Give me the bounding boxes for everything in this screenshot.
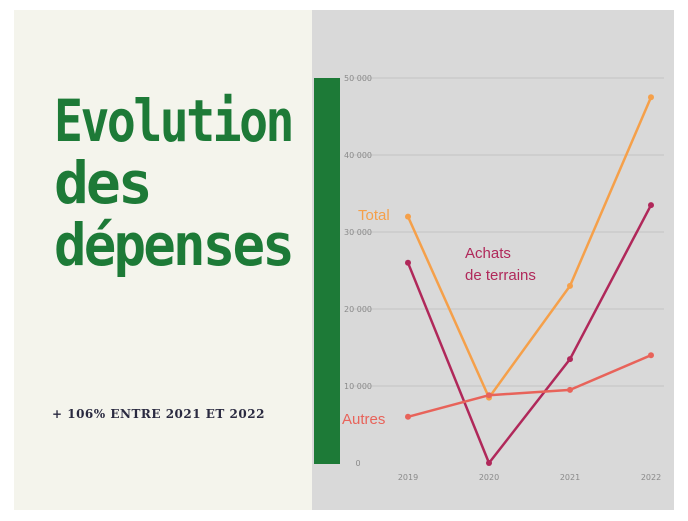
- y-tick-label: 10 000: [344, 382, 372, 391]
- x-tick-label: 2019: [398, 473, 418, 482]
- y-tick-label: 30 000: [344, 228, 372, 237]
- title-line-2: des: [54, 149, 153, 217]
- data-point: [567, 282, 573, 289]
- infographic-card: Evolution des dépenses + 106% ENTRE 2021…: [14, 10, 674, 510]
- data-point: [405, 413, 411, 420]
- series-label: Total: [358, 207, 390, 224]
- y-tick-label: 50 000: [344, 74, 372, 83]
- x-tick-label: 2020: [479, 473, 499, 482]
- data-point: [486, 392, 492, 399]
- data-point: [648, 94, 654, 101]
- series-label: Autres: [342, 411, 385, 428]
- data-point: [648, 202, 654, 209]
- series-line-total: [406, 96, 653, 399]
- x-tick-label: 2022: [641, 473, 661, 482]
- title-panel: Evolution des dépenses + 106% ENTRE 2021…: [14, 10, 312, 510]
- title-line-3: dépenses: [54, 211, 295, 279]
- green-accent-bar: [314, 78, 340, 464]
- data-point: [486, 460, 492, 466]
- series-label: Achats de terrains: [465, 245, 536, 284]
- data-point: [648, 352, 654, 359]
- x-tick-label: 2021: [560, 473, 580, 482]
- series-line-autres: [407, 354, 652, 419]
- subtitle: + 106% ENTRE 2021 ET 2022: [52, 407, 265, 421]
- data-point: [567, 386, 573, 393]
- series-line-achats: [406, 204, 653, 465]
- y-tick-label: 0: [355, 459, 360, 468]
- title-line-1: Evolution: [54, 87, 294, 155]
- data-point: [567, 356, 573, 363]
- data-point: [405, 259, 411, 266]
- y-tick-label: 40 000: [344, 151, 372, 160]
- y-tick-label: 20 000: [344, 305, 372, 314]
- chart-panel: 0 10 000 20 000 30 000 40 000 50 000 2019 2020 2…: [312, 10, 674, 510]
- line-chart: 0 10 000 20 000 30 000 40 000 50 000 2019 2020 2…: [314, 74, 664, 482]
- data-point: [405, 213, 411, 220]
